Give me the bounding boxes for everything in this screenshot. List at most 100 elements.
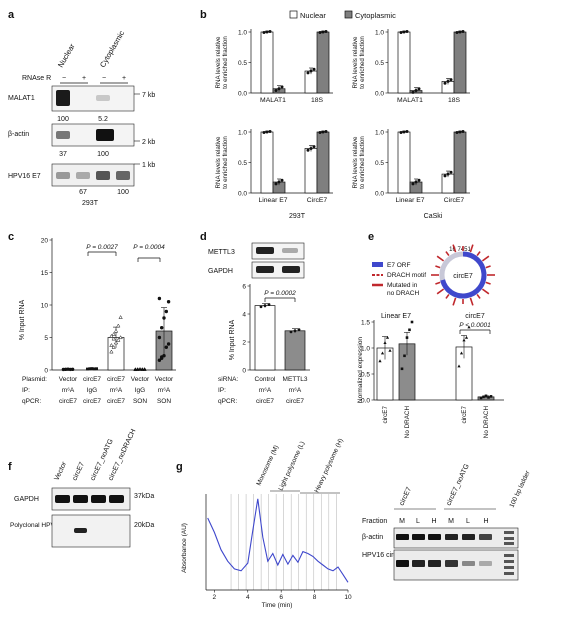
b-chart: 0.0 0.5 1.0 RNA levels relative to enriched … [352,129,470,204]
x-tick-label: 6 [279,594,283,601]
x-tick-label: 18S [311,97,324,104]
drach-motif-mark [452,297,457,306]
data-point [86,367,89,371]
blot-band [55,495,70,503]
data-point [160,326,164,330]
blot-band [96,95,110,101]
data-point [403,354,406,358]
bar [260,131,274,194]
y-tick-label: 20 [41,237,49,244]
fraction-label: Heavy polysome (H) [313,438,344,494]
e-ylabel: Normalized expression [357,337,364,403]
drach-motif-mark [485,281,491,285]
gel-ladder-band [504,572,514,575]
y-tick-label: 2 [242,339,246,346]
data-point [399,31,403,35]
f-lane: circE7 [71,461,86,482]
blot-label-gapdh: GAPDH [14,496,39,503]
data-point [109,333,114,338]
f-lane: Vector [53,460,68,482]
data-point [297,328,301,332]
y-tick-label: 0.5 [375,60,384,67]
c-p-value: P = 0.0004 [133,244,165,251]
data-point [111,336,116,341]
x-tick-label: 18S [448,97,461,104]
data-point [265,30,269,34]
d-ylabel: % Input RNA [229,319,236,360]
data-point [92,367,96,371]
x-tick-label: CircE7 [307,197,328,204]
g-ylabel: Absorbance (AU) [181,523,188,573]
bar [316,31,330,94]
blot-f-e7 [51,514,131,548]
data-point [262,31,266,35]
c-cell: circE7 [83,398,101,405]
b-ylabel: RNA levels relative [352,36,359,88]
y-tick-label: 0.0 [238,190,247,197]
c-cell: SON [133,398,147,405]
data-point [324,129,328,133]
c-cell: circE7 [107,376,125,383]
data-point [109,349,114,354]
data-point [400,367,404,371]
gel-label-circe7: HPV16 circE7 [362,552,406,559]
drach-motif-mark [435,281,441,285]
data-point [411,182,415,186]
data-point [489,395,493,398]
bar [254,305,276,371]
column-nuclear: Nuclear [56,42,77,69]
drach-motif-mark [469,244,474,253]
data-point [312,67,316,71]
c-cell: circE7 [107,398,125,405]
y-tick-label: 0.0 [238,90,247,97]
data-point [166,300,171,304]
drach-motif-mark [445,251,450,257]
data-point [462,338,466,342]
blot-band [96,171,110,180]
data-point [88,367,92,371]
c-row-label: Plasmid: [22,376,47,383]
data-point [443,174,447,178]
blot-beta-actin [51,123,135,147]
panel-b: b Nuclear Cytoplasmic 0.0 0.5 1.0 RNA level… [200,9,470,220]
drach-motif-mark [436,255,445,262]
b-ylabel: to enriched fraction [222,36,229,89]
drach-motif-mark [469,297,474,306]
panel-e: e 16 7451 circE7 E7 ORF DRACH motif Muta… [357,231,504,438]
data-point [487,396,490,399]
data-point [457,364,461,368]
c-row-label: IP: [22,387,30,394]
data-point [280,85,284,89]
y-tick-label: 0 [44,367,48,374]
data-point [293,329,297,333]
panel-e-letter: e [368,231,374,243]
data-point [274,89,278,93]
legend-nuclear: Nuclear [300,11,326,20]
fraction-row-label: Fraction [362,518,387,525]
data-point [263,304,267,307]
rnase-mark: − [62,75,66,82]
data-point [160,356,164,360]
data-point [411,90,415,94]
band-quant: 100 [117,189,129,196]
fraction-label: Monosome (M) [255,444,280,487]
y-tick-label: 0.5 [361,371,370,378]
b-chart: 0.0 0.5 1.0 RNA levels relative to enriched … [215,129,333,204]
data-point [458,30,462,34]
data-point [405,129,409,133]
data-point [408,328,411,332]
x-tick-label: No DRACH [404,406,411,439]
data-point [446,172,450,176]
drach-motif-mark [485,265,491,269]
y-tick-label: 4 [242,311,246,318]
gel-ladder-band [504,542,514,545]
data-point [321,130,325,134]
data-point [459,351,464,355]
data-point [259,305,263,309]
b-ylabel: to enriched fraction [359,36,366,89]
panel-c-letter: c [8,231,14,243]
data-point [378,359,382,363]
c-cell: circE7 [83,376,101,383]
x-tick-label: MALAT1 [397,97,423,104]
